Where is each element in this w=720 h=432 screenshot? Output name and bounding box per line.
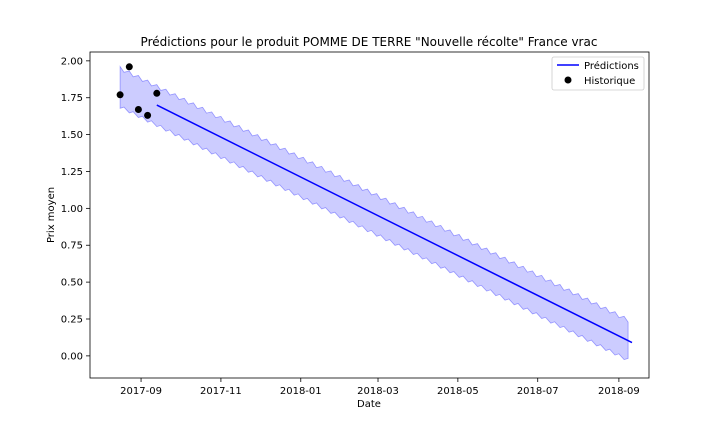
chart-title: Prédictions pour le produit POMME DE TER… [141,35,598,49]
x-tick-label: 2018-07 [517,386,559,397]
x-tick-label: 2017-09 [120,386,162,397]
y-tick-label: 0.00 [61,351,83,362]
y-tick-label: 0.50 [61,278,83,289]
x-tick-label: 2018-05 [437,386,479,397]
y-tick-label: 1.50 [61,130,83,141]
legend-label-historique: Historique [584,76,635,87]
x-tick-label: 2018-01 [280,386,322,397]
y-tick-label: 0.75 [61,241,83,252]
y-axis: 0.00 0.25 0.50 0.75 1.00 1.25 1.50 1.75 2.00 [61,56,90,362]
x-tick-label: 2018-03 [357,386,399,397]
y-tick-label: 0.25 [61,314,83,325]
x-tick-label: 2018-09 [598,386,640,397]
legend-dot-swatch [564,76,572,84]
data-point-historique [134,106,142,113]
series-line-predictions [156,104,633,344]
x-axis-label: Date [357,399,381,410]
y-tick-label: 2.00 [61,56,83,67]
x-axis: 2017-09 2017-11 2018-01 2018-03 2018-05 2018-… [120,378,640,397]
x-tick-label: 2017-11 [200,386,242,397]
data-point-historique [144,111,152,119]
legend: Prédictions Historique [551,56,645,91]
plot-frame [89,51,650,379]
plot-area [116,63,633,361]
y-tick-label: 1.00 [61,204,83,215]
data-point-historique [116,91,124,99]
legend-label-predictions: Prédictions [584,60,639,72]
y-axis-label: Prix moyen [46,187,57,243]
y-tick-label: 1.25 [61,167,83,178]
data-point-historique [153,89,161,97]
data-point-historique [125,63,133,71]
y-tick-label: 1.75 [61,93,83,104]
